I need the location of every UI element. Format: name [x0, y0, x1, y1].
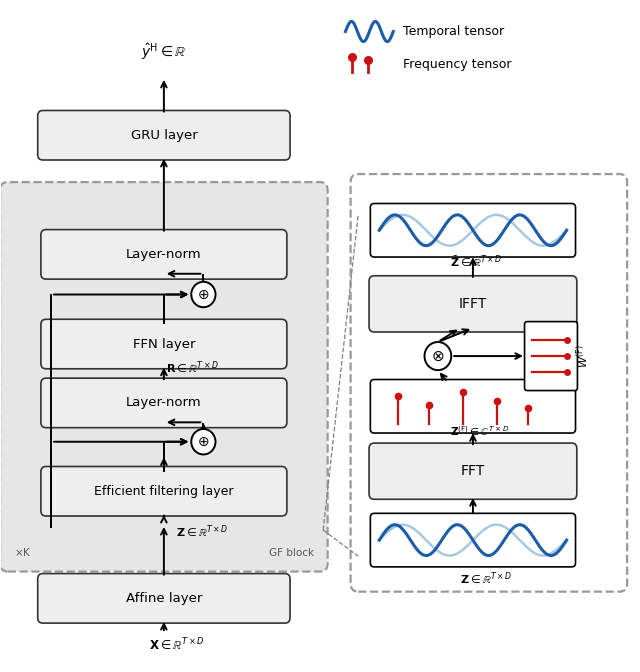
- FancyBboxPatch shape: [41, 230, 287, 279]
- Text: $\otimes$: $\otimes$: [431, 349, 445, 364]
- Text: $\mathbf{X} \in \mathbb{R}^{T\times D}$: $\mathbf{X} \in \mathbb{R}^{T\times D}$: [148, 637, 205, 653]
- Text: $\hat{y}^\mathrm{H} \in \mathbb{R}$: $\hat{y}^\mathrm{H} \in \mathbb{R}$: [141, 40, 187, 62]
- Text: Efficient filtering layer: Efficient filtering layer: [94, 485, 234, 498]
- Text: Frequency tensor: Frequency tensor: [403, 58, 511, 71]
- Text: Layer-norm: Layer-norm: [126, 248, 202, 261]
- Text: FFT: FFT: [461, 464, 485, 478]
- FancyBboxPatch shape: [371, 513, 575, 567]
- Text: $\mathbf{Z} \in \mathbb{R}^{T\times D}$: $\mathbf{Z} \in \mathbb{R}^{T\times D}$: [176, 523, 228, 540]
- FancyBboxPatch shape: [41, 378, 287, 427]
- Text: $W^{(\mathrm{F})}$: $W^{(\mathrm{F})}$: [574, 344, 591, 368]
- FancyBboxPatch shape: [369, 443, 577, 499]
- FancyBboxPatch shape: [525, 322, 577, 390]
- Circle shape: [191, 282, 216, 307]
- Text: Layer-norm: Layer-norm: [126, 396, 202, 409]
- FancyBboxPatch shape: [41, 319, 287, 369]
- Text: $\oplus$: $\oplus$: [197, 288, 209, 302]
- FancyBboxPatch shape: [369, 276, 577, 332]
- Text: $\bar{\mathbf{Z}} \in \mathbb{R}^{T\times D}$: $\bar{\mathbf{Z}} \in \mathbb{R}^{T\time…: [450, 254, 502, 271]
- Text: $\mathbf{Z}^{(\mathrm{F})} \in \mathbb{C}^{T\times D}$: $\mathbf{Z}^{(\mathrm{F})} \in \mathbb{C…: [450, 424, 509, 438]
- Text: GRU layer: GRU layer: [131, 129, 197, 142]
- Text: Affine layer: Affine layer: [125, 592, 202, 605]
- Text: IFFT: IFFT: [459, 297, 487, 311]
- Text: Temporal tensor: Temporal tensor: [403, 25, 504, 38]
- Text: $\mathbf{R} \in \mathbb{R}^{T\times D}$: $\mathbf{R} \in \mathbb{R}^{T\times D}$: [166, 359, 219, 376]
- FancyBboxPatch shape: [371, 204, 575, 257]
- FancyBboxPatch shape: [41, 466, 287, 516]
- FancyBboxPatch shape: [38, 574, 290, 623]
- FancyBboxPatch shape: [38, 110, 290, 160]
- Circle shape: [191, 429, 216, 454]
- Text: FFN layer: FFN layer: [132, 337, 195, 351]
- Text: GF block: GF block: [269, 548, 314, 558]
- Text: $\oplus$: $\oplus$: [197, 435, 209, 449]
- FancyBboxPatch shape: [371, 380, 575, 433]
- Circle shape: [424, 342, 451, 370]
- Text: $\mathbf{Z} \in \mathbb{R}^{T\times D}$: $\mathbf{Z} \in \mathbb{R}^{T\times D}$: [460, 570, 512, 587]
- FancyBboxPatch shape: [0, 182, 328, 572]
- FancyBboxPatch shape: [351, 174, 627, 591]
- Text: $\times$K: $\times$K: [14, 546, 32, 558]
